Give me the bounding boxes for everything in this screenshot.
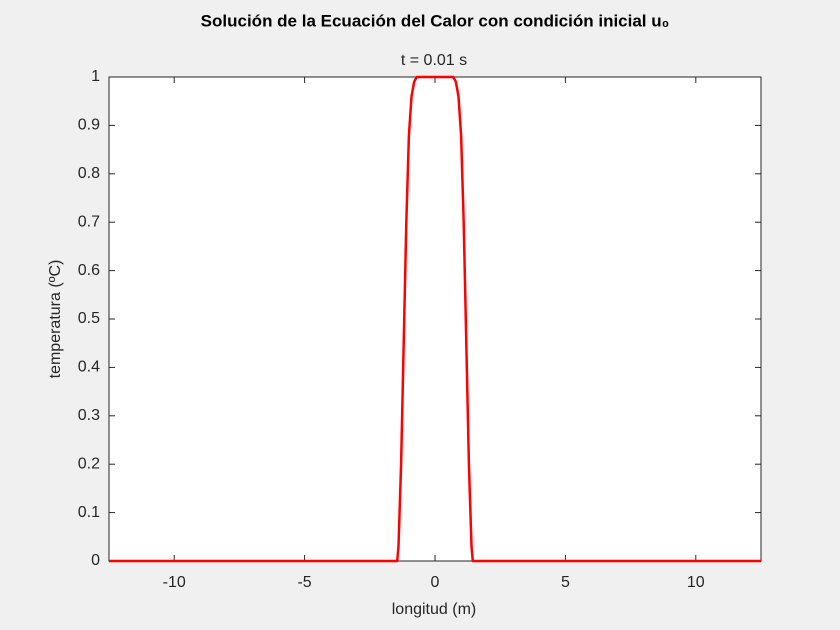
y-tick-label: 0.8: [78, 165, 100, 182]
x-axis-label: longitud (m): [392, 601, 476, 618]
data-line: [109, 75, 761, 563]
x-tick-label: -5: [297, 574, 311, 591]
y-axis-label: temperatura (ºC): [47, 260, 64, 379]
x-tick-label: 5: [561, 574, 570, 591]
y-tick-label: 0.7: [78, 213, 100, 230]
y-tick-label: 0.3: [78, 407, 100, 424]
chart-title: Solución de la Ecuación del Calor con co…: [201, 11, 670, 30]
y-tick-label: 0: [91, 552, 100, 569]
y-tick-label: 0.6: [78, 262, 100, 279]
y-tick-label: 0.9: [78, 117, 100, 134]
y-tick-label: 0.2: [78, 455, 100, 472]
x-tick-label: -10: [163, 574, 186, 591]
chart-subtitle: t = 0.01 s: [401, 52, 467, 69]
y-tick-label: 1: [91, 68, 100, 85]
y-tick-label: 0.5: [78, 310, 100, 327]
x-tick-label: 0: [431, 574, 440, 591]
x-tick-label: 10: [687, 574, 705, 591]
y-tick-label: 0.1: [78, 504, 100, 521]
axes-background: [109, 77, 761, 561]
y-tick-label: 0.4: [78, 359, 100, 376]
